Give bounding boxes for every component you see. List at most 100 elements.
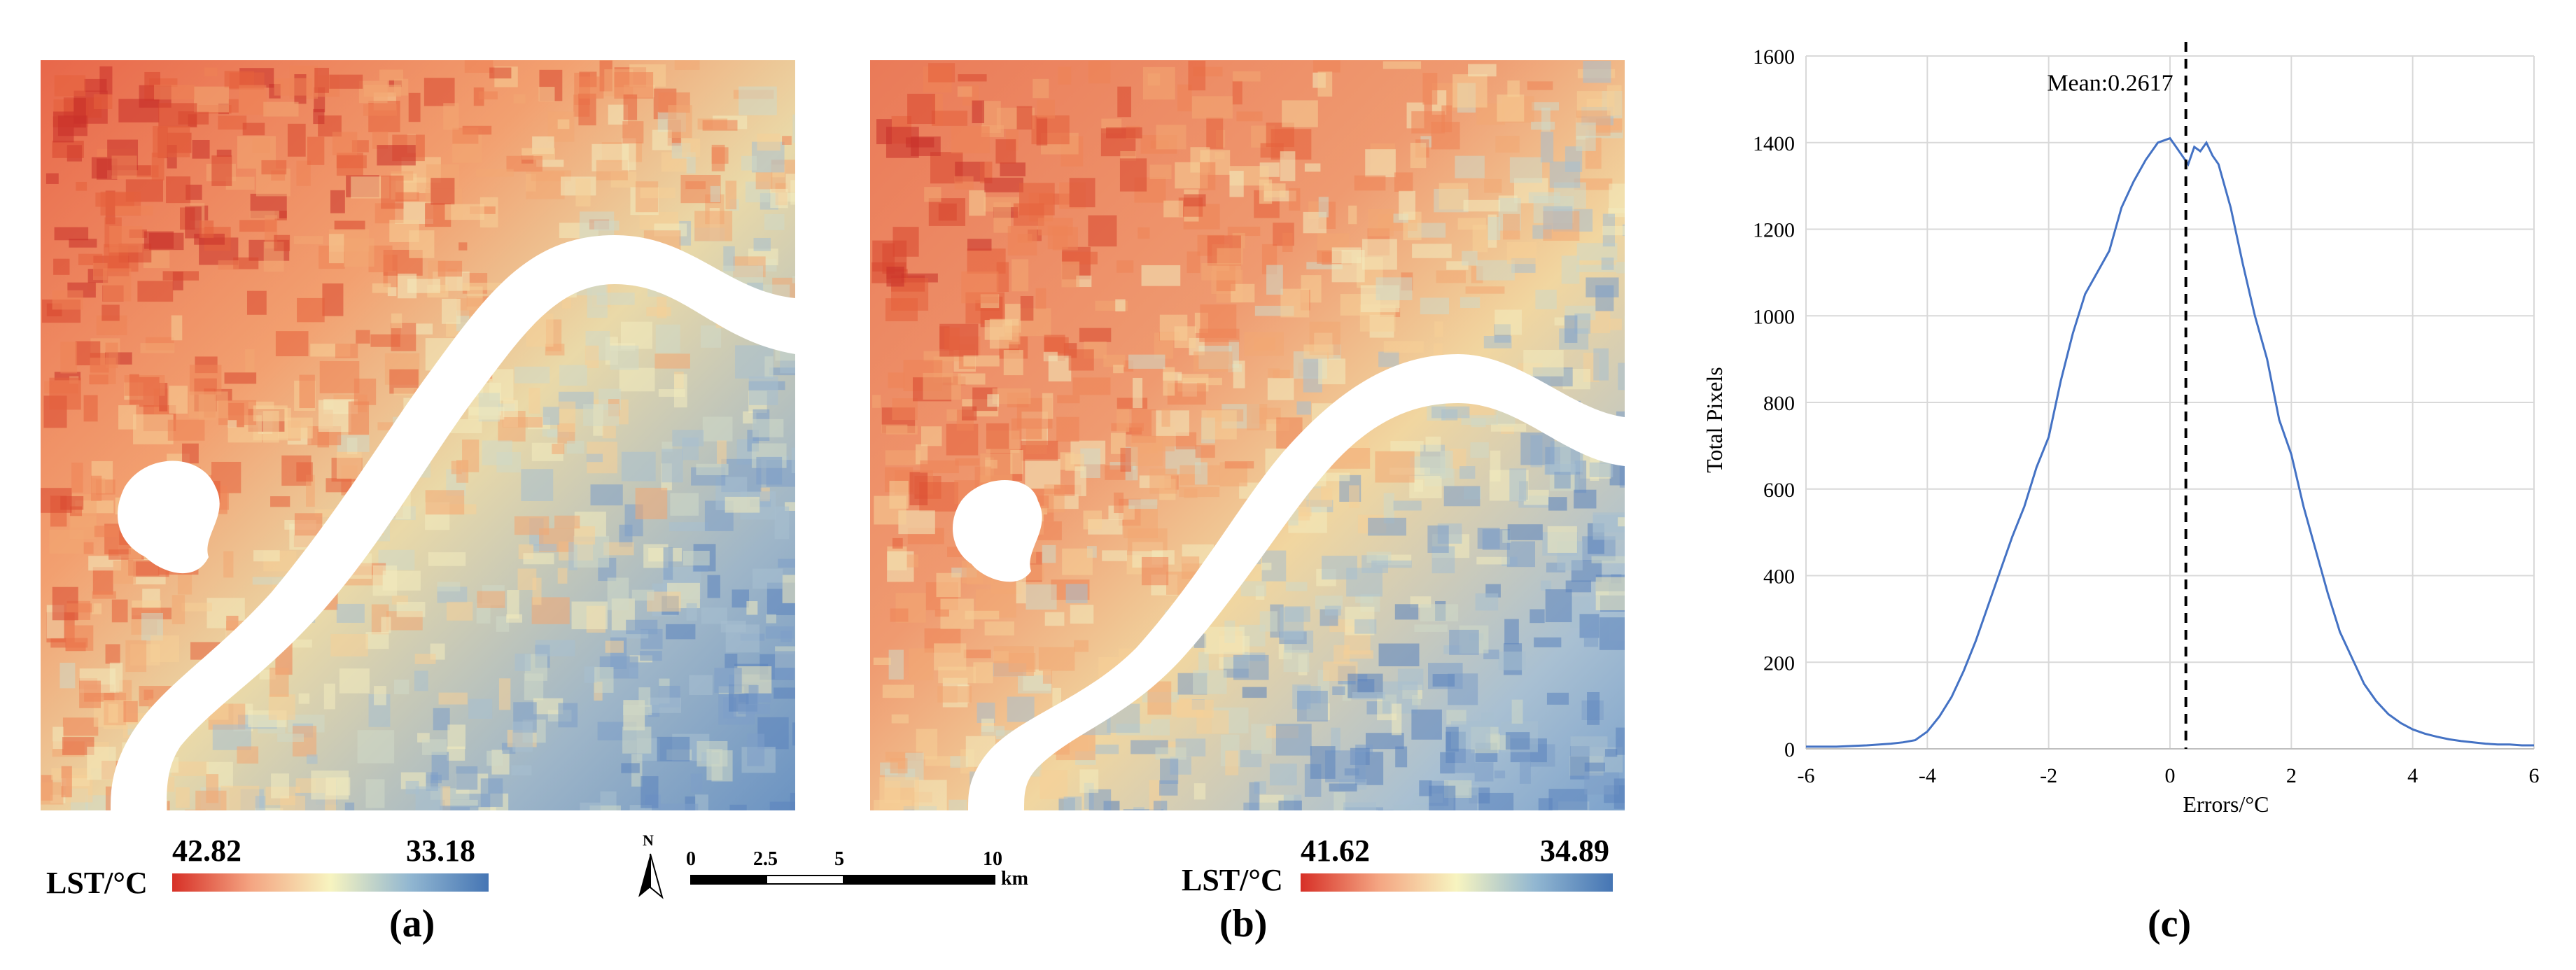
map-patch: [909, 472, 928, 506]
map-patch: [270, 496, 290, 507]
map-patch: [1564, 315, 1578, 343]
map-patch: [1153, 801, 1168, 810]
map-patch: [1283, 649, 1310, 673]
y-tick-label: 200: [1763, 652, 1795, 675]
map-patch: [109, 662, 123, 692]
map-patch: [105, 644, 120, 664]
map-patch: [511, 765, 532, 775]
map-patch: [892, 537, 903, 549]
map-patch: [111, 155, 137, 179]
map-patch: [348, 401, 370, 435]
map-patch: [1116, 407, 1130, 433]
map-patch: [1159, 780, 1178, 796]
map-patch: [339, 668, 370, 694]
map-patch: [884, 780, 901, 803]
map-patch: [689, 675, 713, 695]
map-patch: [981, 726, 1005, 736]
y-axis-label: Total Pixels: [1702, 367, 1727, 473]
map-patch: [506, 614, 523, 623]
map-patch: [275, 331, 309, 357]
map-patch: [1397, 668, 1424, 691]
map-patch: [195, 790, 227, 810]
map-patch: [1618, 363, 1625, 391]
map-patch: [1432, 674, 1455, 687]
map-patch: [1355, 595, 1374, 603]
map-patch: [920, 460, 959, 474]
map-patch: [907, 93, 935, 125]
map-patch: [194, 86, 229, 113]
map-patch: [1549, 161, 1581, 188]
map-patch: [268, 694, 295, 720]
mean-label: Mean:0.2617: [2047, 71, 2173, 97]
map-patch: [512, 722, 533, 752]
map-patch: [1149, 164, 1172, 180]
map-patch: [83, 395, 98, 422]
map-patch: [666, 624, 696, 640]
map-patch: [724, 496, 760, 513]
map-patch: [357, 730, 395, 764]
map-patch: [271, 773, 290, 799]
map-patch: [1174, 326, 1196, 349]
map-patch: [1465, 286, 1505, 294]
map-patch: [1194, 351, 1233, 372]
map-patch: [1565, 580, 1592, 593]
map-patch: [1259, 611, 1278, 632]
map-patch: [1382, 61, 1422, 69]
map-patch: [672, 430, 704, 447]
map-patch: [1052, 227, 1078, 251]
map-patch: [125, 640, 147, 673]
map-patch: [579, 76, 604, 99]
map-patch: [1548, 497, 1567, 511]
map-patch: [1095, 744, 1119, 754]
map-patch: [245, 349, 255, 373]
map-patch: [542, 428, 559, 437]
map-patch: [444, 799, 478, 808]
map-patch: [1362, 239, 1397, 270]
map-patch: [1016, 574, 1026, 604]
map-patch: [71, 463, 83, 493]
map-patch: [729, 804, 747, 810]
map-patch: [218, 115, 247, 130]
map-patch: [646, 307, 671, 316]
map-patch: [1115, 299, 1126, 311]
map-patch: [391, 313, 402, 329]
map-patch: [66, 625, 94, 651]
map-patch: [533, 544, 557, 551]
map-patch: [1392, 703, 1402, 736]
map-patch: [583, 404, 620, 426]
map-patch: [765, 626, 794, 639]
map-patch: [1443, 486, 1480, 507]
map-patch: [478, 91, 498, 100]
map-patch: [1528, 192, 1561, 204]
map-patch: [984, 177, 1023, 192]
map-patch: [249, 211, 279, 219]
map-patch: [1334, 792, 1346, 810]
map-patch: [1410, 143, 1427, 169]
grid-lines: [1805, 55, 2535, 750]
scale-unit: km: [1001, 868, 1028, 890]
map-patch: [738, 704, 771, 715]
map-patch: [587, 285, 608, 318]
map-patch: [1475, 593, 1499, 611]
scale-tick-5: 5: [834, 848, 844, 870]
map-patch: [290, 639, 312, 648]
map-patch: [1128, 499, 1158, 509]
map-patch: [1280, 288, 1310, 318]
map-patch: [442, 298, 461, 324]
map-patch: [318, 400, 351, 433]
map-patch: [188, 391, 228, 419]
map-patch: [1616, 262, 1625, 274]
map-patch: [1618, 517, 1625, 527]
map-patch: [1463, 199, 1501, 212]
map-patch: [177, 572, 192, 595]
map-patch: [1446, 710, 1466, 725]
map-patch: [1076, 275, 1092, 288]
map-patch: [336, 153, 363, 176]
map-patch: [792, 114, 795, 143]
map-patch: [623, 705, 652, 715]
map-patch: [888, 372, 905, 388]
map-patch: [1088, 215, 1117, 247]
map-patch: [1548, 789, 1588, 810]
map-patch: [747, 733, 765, 766]
map-patch: [1427, 525, 1449, 553]
